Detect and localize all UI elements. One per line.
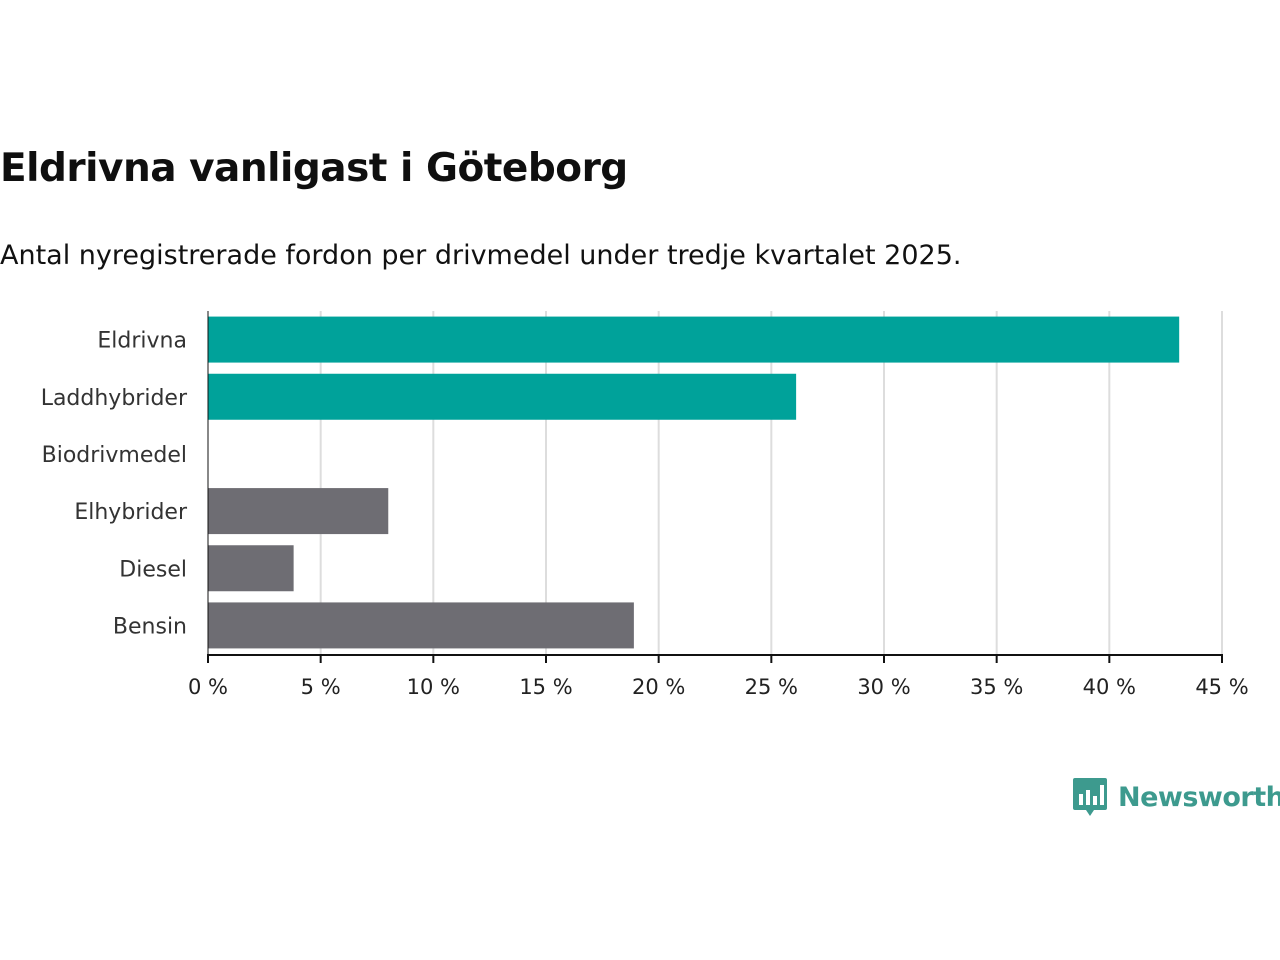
chart-subtitle: Antal nyregistrerade fordon per drivmede…: [0, 240, 962, 271]
category-label: Bensin: [113, 614, 187, 639]
bar-laddhybrider: [208, 373, 797, 420]
bar-diesel: [208, 545, 294, 592]
newsworthy-logo-icon: [1073, 778, 1107, 816]
x-tick-label: 0 %: [188, 675, 228, 699]
x-tick-label: 45 %: [1195, 675, 1248, 699]
brand-name: Newsworthy: [1118, 781, 1280, 813]
category-label: Eldrivna: [97, 329, 187, 354]
x-axis: 0 % 5 % 10 % 15 % 20 % 25 % 30 % 35 % 40 % 45 %: [188, 311, 1249, 699]
bar-elhybrider: [208, 488, 389, 535]
newsworthy-logo: Newsworthy: [1072, 776, 1280, 818]
x-tick-label: 20 %: [632, 675, 685, 699]
x-tick-label: 25 %: [745, 675, 798, 699]
x-tick-label: 30 %: [857, 675, 910, 699]
x-tick-label: 10 %: [407, 675, 460, 699]
chart-title: Eldrivna vanligast i Göteborg: [0, 146, 628, 191]
category-label: Elhybrider: [74, 500, 188, 525]
bar-bensin: [208, 602, 634, 649]
category-label: Diesel: [119, 557, 187, 582]
x-tick-label: 5 %: [301, 675, 341, 699]
x-tick-label: 15 %: [519, 675, 572, 699]
category-label: Biodrivmedel: [42, 443, 187, 468]
x-tick-label: 35 %: [970, 675, 1023, 699]
bar-eldrivna: [208, 316, 1180, 363]
bars: [208, 316, 1180, 649]
category-labels: Eldrivna Laddhybrider Biodrivmedel Elhybrid…: [41, 329, 188, 640]
x-tick-label: 40 %: [1083, 675, 1136, 699]
grid-lines: [319, 311, 1223, 654]
category-label: Laddhybrider: [41, 386, 188, 411]
